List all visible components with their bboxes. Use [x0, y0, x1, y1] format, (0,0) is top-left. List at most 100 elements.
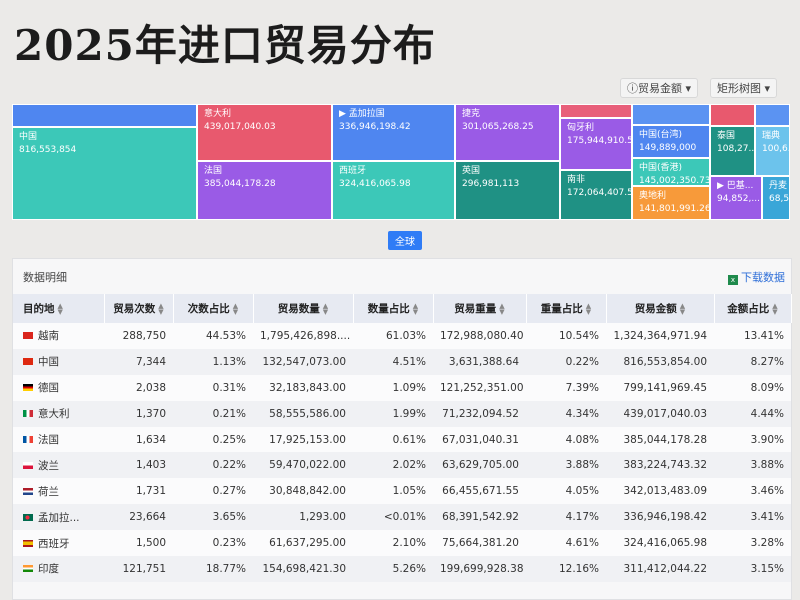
- cell-text: 3.41%: [750, 511, 784, 524]
- cell-text: 23,664: [129, 511, 166, 524]
- sort-icon[interactable]: ▲ ▼: [772, 302, 778, 316]
- table-cell: <0.01%: [353, 504, 433, 531]
- cell-text: 1,795,426,898....: [260, 329, 351, 342]
- table-cell: 342,013,483.09: [606, 478, 714, 505]
- cell-text: 1,634: [135, 433, 166, 446]
- cell-value: 149,889,000: [639, 143, 697, 153]
- treemap-cell[interactable]: 匈牙利 175,944,910.58: [560, 118, 632, 170]
- cell-text: 1.13%: [212, 355, 246, 368]
- cell-text: 1.09%: [392, 381, 426, 394]
- column-label: 贸易次数: [113, 303, 156, 315]
- flag-icon: [23, 565, 33, 573]
- treemap-cell[interactable]: 中国(台湾) 149,889,000: [632, 125, 710, 158]
- treemap-cell[interactable]: 丹麦 68,5...: [762, 176, 790, 220]
- treemap-cell[interactable]: ▶ 孟加拉国 336,946,198.42: [332, 104, 455, 161]
- column-header: 贸易数量 ▲ ▼: [253, 294, 354, 323]
- table-cell: 3.41%: [714, 504, 791, 531]
- table-cell: 4.51%: [353, 348, 433, 375]
- cell-label: 西班牙: [339, 166, 367, 176]
- treemap-cell[interactable]: 瑞典 100,6...: [755, 126, 790, 176]
- download-button[interactable]: x 下载数据: [728, 269, 785, 285]
- sort-icon[interactable]: ▲ ▼: [322, 302, 329, 316]
- cell-text: 67,031,040.31: [442, 433, 519, 446]
- table-cell: 法国: [13, 426, 104, 453]
- cell-label: 捷克: [462, 109, 481, 119]
- cell-label: 英国: [462, 166, 481, 176]
- sort-icon[interactable]: ▲ ▼: [679, 302, 686, 316]
- view-select[interactable]: 矩形树图 ▾: [710, 78, 778, 98]
- table-cell: 0.22%: [526, 348, 606, 375]
- table-cell: 0.61%: [353, 426, 433, 453]
- treemap-cell[interactable]: 南非 172,064,407.59: [560, 170, 632, 220]
- table-row: 西班牙 1,500 0.23% 61,637,295.00 2.10% 75,664,38…: [13, 530, 791, 557]
- treemap-cell[interactable]: 中国 816,553,854: [12, 127, 197, 220]
- cell-text: 17,925,153.00: [269, 433, 346, 446]
- flag-icon: [23, 332, 33, 340]
- table-row: 越南 288,750 44.53% 1,795,426,898.... 61.03% 17…: [13, 323, 791, 349]
- table-cell: 3.15%: [714, 556, 791, 582]
- sort-icon[interactable]: ▲ ▼: [158, 302, 164, 316]
- cell-text: 75,664,381.20: [442, 537, 519, 550]
- table-cell: 799,141,969.45: [606, 374, 714, 401]
- cell-text: 7.39%: [565, 381, 599, 394]
- sort-icon[interactable]: ▲ ▼: [232, 302, 239, 316]
- table-cell: 61.03%: [353, 323, 433, 349]
- cell-label: 意大利: [204, 109, 232, 119]
- table-cell: 75,664,381.20: [433, 530, 526, 557]
- cell-text: 0.27%: [212, 485, 246, 498]
- table-cell: 58,555,586.00: [253, 400, 353, 427]
- cell-text: 816,553,854.00: [623, 355, 708, 368]
- table-cell: 4.44%: [714, 400, 791, 427]
- header-row: 目的地 ▲ ▼ 贸易次数 ▲ ▼ 次数占比 ▲ ▼ 贸易数量 ▲ ▼ 数量占比 ▲ ▼ 贸易重量 ▲ ▼ 重量占比 ▲…: [13, 294, 792, 323]
- cell-text: 3.65%: [212, 511, 246, 524]
- table-cell: 23,664: [104, 504, 173, 531]
- treemap-cell[interactable]: 泰国 108,27...: [710, 126, 755, 176]
- treemap-cell[interactable]: 英国 296,981,113: [455, 161, 560, 220]
- flag-icon: [23, 436, 33, 443]
- cell-label: 中国(香港): [639, 163, 683, 173]
- table-cell: 越南: [13, 323, 104, 349]
- cell-text: 311,412,044.22: [623, 562, 708, 575]
- cell-value: 175,944,910.58: [567, 136, 632, 146]
- cell-text: 1,370: [135, 407, 166, 420]
- cell-text: 4.44%: [750, 407, 784, 420]
- cell-text: 0.22%: [565, 355, 599, 368]
- table-cell: 311,412,044.22: [606, 556, 714, 582]
- cell-text: 1.05%: [392, 485, 426, 498]
- treemap-cell[interactable]: 捷克 301,065,268.25: [455, 104, 560, 161]
- cell-text: 3.90%: [750, 433, 784, 446]
- cell-text: 3.88%: [565, 459, 599, 472]
- table-cell: 13.41%: [714, 323, 791, 349]
- table-cell: 12.16%: [526, 556, 606, 582]
- table-cell: 336,946,198.42: [606, 504, 714, 531]
- treemap-cell[interactable]: 意大利 439,017,040.03: [197, 104, 332, 161]
- table-cell: 4.08%: [526, 426, 606, 453]
- destination: 荷兰: [38, 485, 59, 498]
- cell-value: 324,416,065.98: [339, 179, 411, 189]
- cell-text: 0.23%: [212, 537, 246, 550]
- destination: 意大利: [38, 408, 70, 421]
- cell-text: 4.05%: [565, 485, 599, 498]
- treemap-cell[interactable]: 法国 385,044,178.28: [197, 161, 332, 220]
- table-cell: 121,751: [104, 556, 173, 582]
- cell-value: 336,946,198.42: [339, 122, 411, 132]
- metric-select[interactable]: ⓘ贸易金额 ▾: [620, 78, 699, 98]
- cell-text: 439,017,040.03: [623, 407, 708, 420]
- table-cell: 3.46%: [714, 478, 791, 505]
- column-header: 目的地 ▲ ▼: [13, 294, 105, 323]
- treemap-cell[interactable]: 西班牙 324,416,065.98: [332, 161, 455, 220]
- breadcrumb[interactable]: 全球: [388, 231, 422, 250]
- treemap-cell[interactable]: 中国(香港) 145,002,350.73: [632, 158, 710, 186]
- cell-label: 中国(台湾): [639, 130, 683, 140]
- table-cell: 1.13%: [173, 348, 253, 375]
- sort-icon[interactable]: ▲ ▼: [499, 302, 505, 316]
- cell-label: ▶ 孟加拉国: [339, 109, 385, 119]
- treemap-cell[interactable]: ▶ 巴基... 94,852,...: [710, 176, 762, 220]
- column-label: 目的地: [23, 303, 55, 315]
- cell-text: 1,500: [135, 537, 166, 550]
- sort-icon[interactable]: ▲ ▼: [412, 302, 419, 316]
- sort-icon[interactable]: ▲ ▼: [585, 302, 592, 316]
- treemap-cell[interactable]: 奥地利 141,801,991.26: [632, 186, 710, 220]
- cell-label: 丹麦: [769, 181, 788, 191]
- sort-icon[interactable]: ▲ ▼: [57, 302, 63, 316]
